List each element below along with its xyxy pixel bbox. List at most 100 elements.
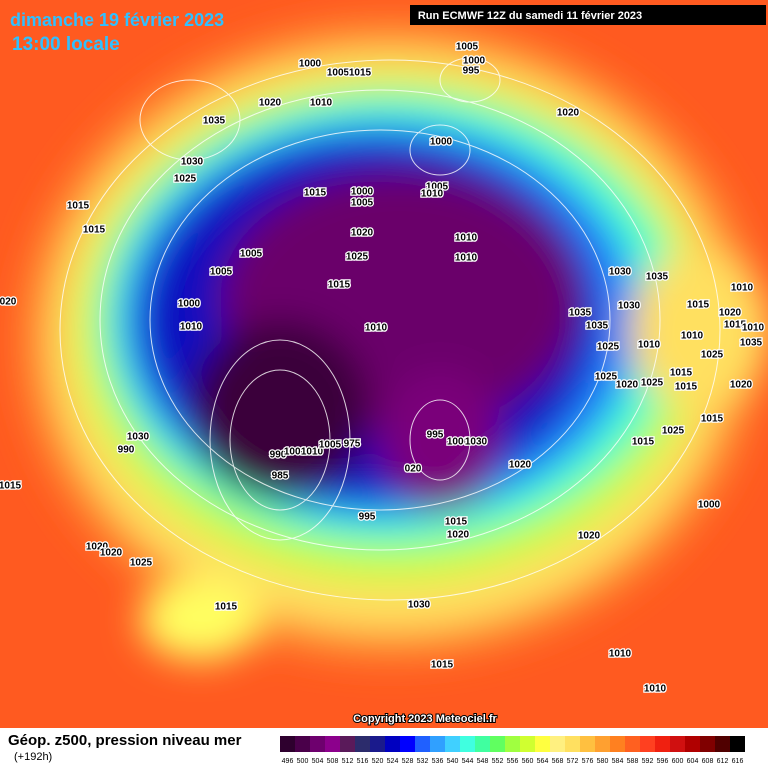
isobar-label: 1035	[586, 321, 609, 332]
run-info: Run ECMWF 12Z du samedi 11 février 2023	[418, 10, 642, 22]
isobar-label: 1015	[670, 368, 693, 379]
isobar-label: 985	[272, 471, 289, 482]
isobar-label: 1005	[456, 42, 479, 53]
scale-swatch	[445, 736, 460, 752]
scale-label: 516	[357, 758, 369, 765]
isobar-label: 1000	[698, 500, 721, 511]
isobar-label: 1010	[301, 447, 324, 458]
scale-swatch	[400, 736, 415, 752]
scale-label: 524	[387, 758, 399, 765]
isobar-label: 1015	[632, 437, 655, 448]
isobar-label: 1025	[174, 174, 197, 185]
time: 13:00 locale	[12, 34, 120, 55]
isobar-label: 1010	[365, 323, 388, 334]
isobar-label: 1000	[351, 187, 374, 198]
scale-label: 612	[717, 758, 729, 765]
isobar-label: 1020	[100, 548, 123, 559]
isobar-label: 1030	[465, 437, 488, 448]
isobar-label: 1010	[609, 649, 632, 660]
isobar-label: 1010	[455, 253, 478, 264]
isobar-label: 1035	[740, 338, 763, 349]
scale-label: 528	[402, 758, 414, 765]
isobar-label: 1025	[701, 350, 724, 361]
scale-swatch	[640, 736, 655, 752]
footer-title: Géop. z500, pression niveau mer	[8, 732, 242, 749]
isobar-label: 1020	[447, 530, 470, 541]
isobar-label: 1020	[259, 98, 282, 109]
scale-swatch	[700, 736, 715, 752]
scale-swatch	[505, 736, 520, 752]
isobar-label: 1030	[181, 157, 204, 168]
isobar-label: 1010	[638, 340, 661, 351]
scale-label: 556	[507, 758, 519, 765]
scale-swatch	[325, 736, 340, 752]
scale-label: 600	[672, 758, 684, 765]
isobar-label: 1030	[609, 267, 632, 278]
isobar-label: 1005	[319, 440, 342, 451]
isobar-label: 995	[359, 512, 376, 523]
scale-swatch	[370, 736, 385, 752]
isobar-label: 1020	[86, 542, 109, 553]
scale-swatch	[655, 736, 670, 752]
isobar-label: 1010	[742, 323, 765, 334]
scale-label: 496	[282, 758, 294, 765]
isobar-label: 1000	[447, 437, 470, 448]
isobar-label: 1015	[431, 660, 454, 671]
isobar-label: 1020	[509, 460, 532, 471]
scale-swatch	[550, 736, 565, 752]
scale-label: 572	[567, 758, 579, 765]
date: dimanche 19 février 2023	[10, 10, 224, 30]
isobar-label: 1020	[351, 228, 374, 239]
isobar-label: 1020	[730, 380, 753, 391]
scale-swatch	[520, 736, 535, 752]
scale-swatch	[685, 736, 700, 752]
isobar-label: 1030	[408, 600, 431, 611]
scale-swatch	[625, 736, 640, 752]
isobar-label: 1000	[178, 299, 201, 310]
isobar-label: 020	[0, 297, 17, 308]
isobar-label: 1015	[349, 68, 372, 79]
color-scale: 496 500 504 508 512 516 520 524 528 532 536 540 544 5…	[280, 736, 745, 765]
isobar-label: 1020	[616, 380, 639, 391]
isobar-label: 1015	[328, 280, 351, 291]
scale-label: 500	[297, 758, 309, 765]
isobar-label: 1005	[426, 182, 449, 193]
scale-swatch	[280, 736, 295, 752]
isobar-label: 1010	[644, 684, 667, 695]
isobar-label: 1010	[310, 98, 333, 109]
scale-swatch	[580, 736, 595, 752]
isobar-label: 1020	[557, 108, 580, 119]
scale-swatch	[595, 736, 610, 752]
isobar-label: 1010	[681, 331, 704, 342]
scale-label: 512	[342, 758, 354, 765]
isobar-label: 1015	[83, 225, 106, 236]
isobar-label: 1010	[421, 189, 444, 200]
scale-swatch	[430, 736, 445, 752]
isobar-label: 1020	[719, 308, 742, 319]
isobar-label: 1020	[578, 531, 601, 542]
isobar-label: 1010	[180, 322, 203, 333]
isobar-label: 1035	[646, 272, 669, 283]
scale-label: 552	[492, 758, 504, 765]
scale-swatch	[355, 736, 370, 752]
isobar-label: 1025	[662, 426, 685, 437]
scale-label: 532	[417, 758, 429, 765]
isobar-label: 995	[427, 430, 444, 441]
isobar-label: 1015	[67, 201, 90, 212]
isobar-label: 1000	[284, 447, 307, 458]
scale-swatch	[415, 736, 430, 752]
isobar-label: 1005	[351, 198, 374, 209]
isobar-label: 1015	[0, 481, 22, 492]
scale-label: 540	[447, 758, 459, 765]
isobar-label: 020	[405, 464, 422, 475]
scale-label: 564	[537, 758, 549, 765]
scale-label: 584	[612, 758, 624, 765]
isobar-label: 975	[344, 439, 361, 450]
isobar-label: 1010	[455, 233, 478, 244]
isobar-label: 995	[463, 66, 480, 77]
isobar-label: 1025	[595, 372, 618, 383]
scale-swatch	[565, 736, 580, 752]
isobar-label: 1025	[130, 558, 153, 569]
scale-swatch	[340, 736, 355, 752]
